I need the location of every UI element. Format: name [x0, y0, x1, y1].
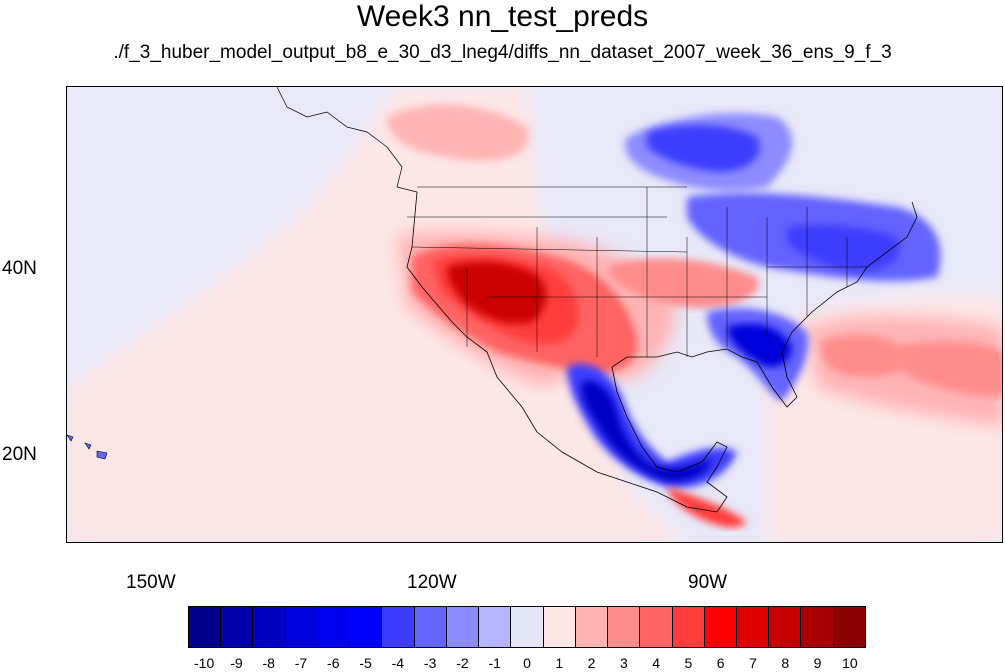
colorbar-box	[575, 607, 609, 647]
red-blob-atlantic-east	[897, 341, 1002, 397]
colorbar-box	[189, 607, 222, 647]
colorbar	[188, 606, 866, 648]
colorbar-box	[253, 607, 286, 647]
blue-mexico-region	[567, 363, 737, 488]
map-panel	[66, 86, 1003, 543]
blue-northeast-core	[787, 225, 900, 272]
colorbar-box	[833, 607, 865, 647]
colorbar-label: -8	[262, 655, 275, 671]
red-blob-atlantic	[820, 334, 912, 377]
colorbar-box	[479, 607, 512, 647]
colorbar-box	[317, 607, 351, 647]
colorbar-box	[769, 607, 802, 647]
colorbar-label: -1	[488, 655, 501, 671]
colorbar-label: 2	[587, 655, 596, 671]
lon-label-150w: 150W	[126, 572, 176, 593]
colorbar-label: 1	[555, 655, 564, 671]
blue-mexico-core	[581, 381, 712, 482]
colorbar-label: -9	[230, 655, 243, 671]
colorbar-box	[446, 607, 480, 647]
blue-southeast-core	[727, 323, 792, 367]
colorbar-label: 4	[652, 655, 661, 671]
colorbar-label: -4	[391, 655, 405, 671]
colorbar-box	[801, 607, 834, 647]
colorbar-box	[350, 607, 383, 647]
light-red-patch-central	[607, 258, 759, 308]
colorbar-label: 7	[749, 655, 757, 671]
lat-label-20n: 20N	[2, 444, 37, 465]
red-hotspot-core	[447, 261, 547, 324]
colorbar-label: 6	[716, 655, 725, 671]
canada-coastline	[276, 87, 403, 188]
colorbar-label: 3	[619, 655, 628, 671]
colorbar-box	[640, 607, 673, 647]
lon-label-90w: 90W	[688, 572, 728, 593]
colorbar-box	[543, 607, 576, 647]
colorbar-box	[414, 607, 447, 647]
colorbar-label: -5	[359, 655, 372, 671]
light-red-patch-north	[387, 104, 529, 161]
colorbar-label: 8	[781, 655, 790, 671]
colorbar-box	[608, 607, 641, 647]
colorbar-box	[736, 607, 770, 647]
colorbar-label: -7	[294, 655, 308, 671]
colorbar-box	[382, 607, 415, 647]
colorbar-box	[285, 607, 318, 647]
colorbar-label: 5	[684, 655, 693, 671]
lon-label-120w: 120W	[407, 572, 457, 593]
map-canvas	[67, 87, 1002, 542]
colorbar-box	[704, 607, 737, 647]
colorbar-label: -10	[194, 655, 215, 671]
pale-red-field	[67, 87, 685, 542]
hawaii-islands	[67, 434, 108, 460]
state-borders	[407, 186, 867, 357]
colorbar-label: 10	[842, 655, 858, 671]
colorbar-box	[221, 607, 254, 647]
plot-title: Week3 nn_test_preds	[356, 0, 649, 33]
lat-label-40n: 40N	[2, 258, 37, 279]
colorbar-box	[672, 607, 705, 647]
colorbar-label: -6	[327, 655, 340, 671]
colorbar-box	[511, 607, 544, 647]
colorbar-label: -3	[423, 655, 437, 671]
colorbar-label: 9	[813, 655, 822, 671]
red-coastal-strip	[667, 487, 747, 528]
blue-north-core	[647, 125, 760, 172]
coastline	[396, 186, 918, 513]
plot-subtitle: ./f_3_huber_model_output_b8_e_30_d3_lneg…	[113, 42, 892, 63]
colorbar-label: 0	[523, 655, 531, 671]
colorbar-label: -2	[456, 655, 469, 671]
